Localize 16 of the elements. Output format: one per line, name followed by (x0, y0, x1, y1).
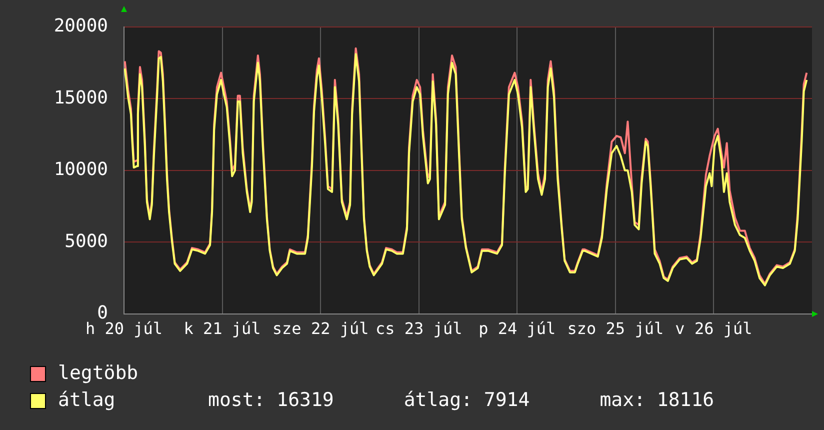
text: átlag: 7914 (404, 388, 530, 413)
x-tick-label: cs 23 júl (376, 318, 462, 338)
x-tick-label: k 21 júl (184, 318, 261, 338)
y-tick-label: 15000 (54, 87, 108, 108)
x-tick-label: p 24 júl (478, 318, 556, 338)
text: most: 16319 (208, 388, 334, 413)
y-tick-label: 5000 (64, 230, 108, 252)
y-tick-label: 10000 (54, 159, 108, 180)
x-tick-label: sze 22 júl (272, 318, 369, 338)
x-tick-label: v 26 júl (675, 318, 752, 338)
legend-label: legtöbb (58, 361, 140, 386)
text: max: 18116 (600, 388, 714, 413)
x-tick-label: szo 25 júl (567, 318, 664, 338)
legend-label: átlag (58, 388, 116, 413)
y-tick-label: 20000 (54, 15, 108, 36)
x-tick-label: h 20 júl (85, 318, 163, 338)
